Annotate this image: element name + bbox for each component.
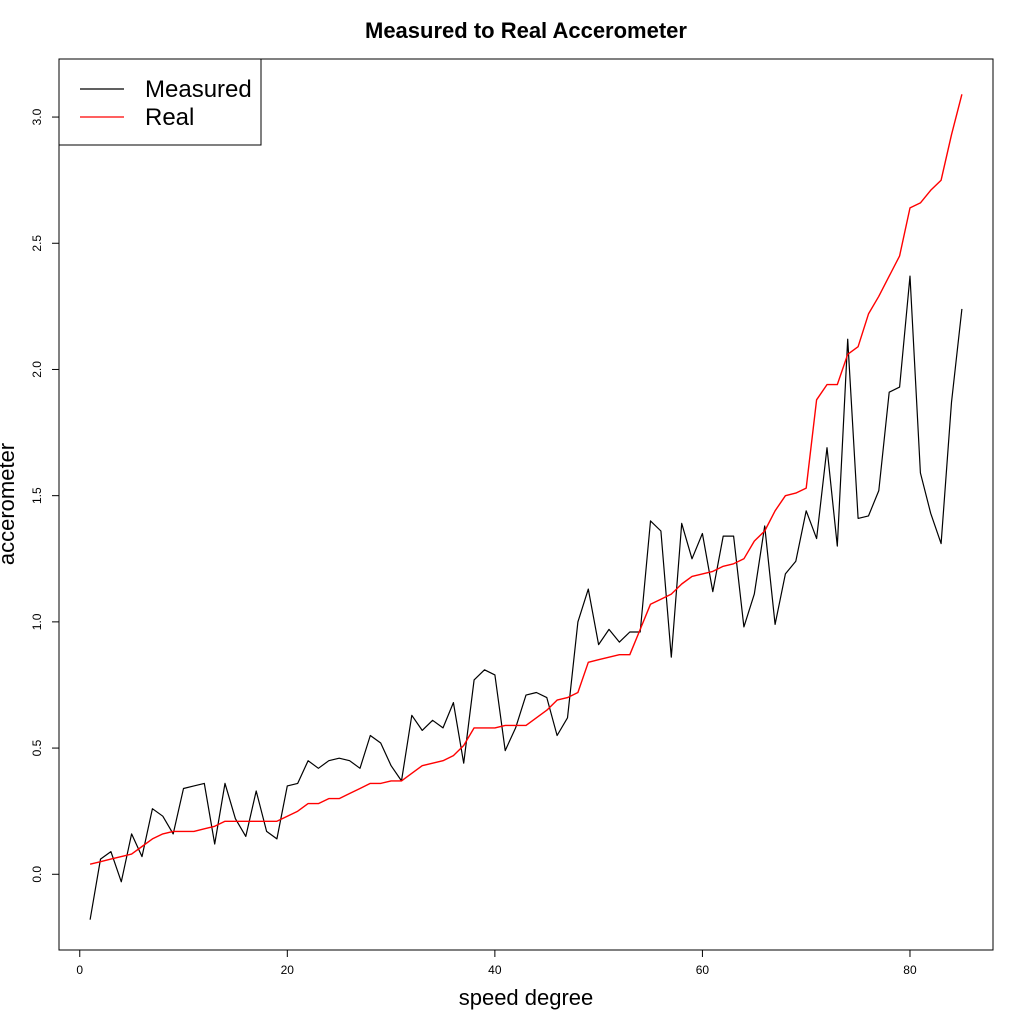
series-line-real	[89, 94, 963, 865]
y-tick-label: 2.5	[30, 235, 44, 252]
series-line-measured	[89, 275, 963, 920]
chart-title: Measured to Real Accerometer	[365, 18, 687, 43]
legend: Measured Real	[58, 58, 262, 146]
legend-label-measured: Measured	[145, 76, 252, 103]
x-tick-label: 60	[696, 963, 710, 977]
legend-label-real: Real	[145, 104, 194, 131]
x-tick-label: 0	[76, 963, 83, 977]
x-axis-label: speed degree	[459, 985, 594, 1010]
legend-box	[58, 58, 262, 146]
y-tick-label: 1.5	[30, 487, 44, 504]
y-tick-label: 0.5	[30, 739, 44, 756]
x-axis: 0 20 40 60 80	[76, 950, 917, 977]
x-tick-label: 20	[281, 963, 295, 977]
x-tick-label: 40	[488, 963, 502, 977]
plot-frame	[58, 58, 994, 951]
y-tick-label: 1.0	[30, 613, 44, 630]
series-layer	[89, 94, 963, 920]
y-axis-label: accerometer	[0, 443, 19, 565]
y-tick-label: 3.0	[30, 108, 44, 125]
y-tick-label: 2.0	[30, 361, 44, 378]
x-tick-label: 80	[903, 963, 917, 977]
y-axis: 0.0 0.5 1.0 1.5 2.0 2.5 3.0	[30, 108, 59, 883]
y-tick-label: 0.0	[30, 866, 44, 883]
